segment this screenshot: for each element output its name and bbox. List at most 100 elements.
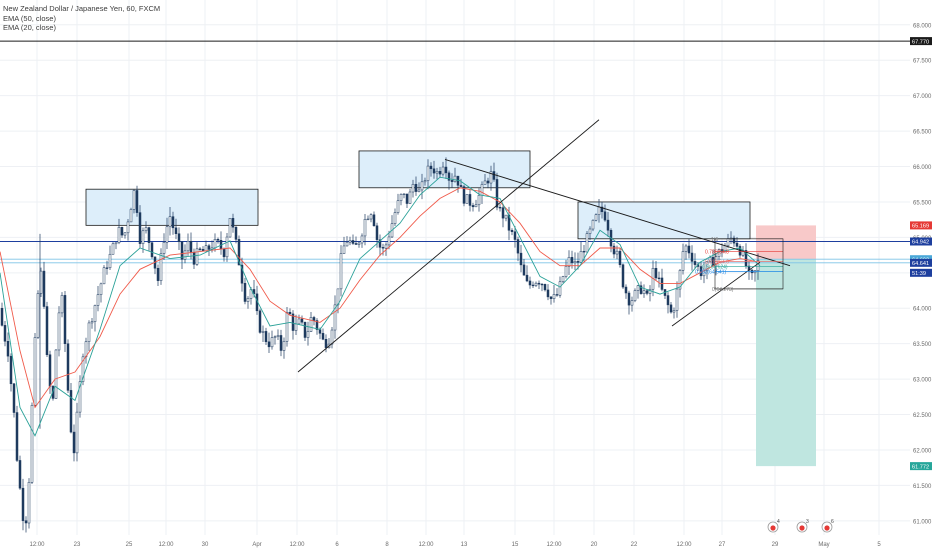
y-tick-label: 62.000 [913, 448, 932, 454]
fib-frame[interactable] [714, 238, 784, 290]
candle-body [693, 261, 697, 265]
candle-body [63, 295, 67, 344]
candle-body [675, 288, 679, 311]
candle-body [126, 221, 130, 234]
candle-body [129, 209, 133, 223]
candle-body [678, 270, 682, 290]
candle-body [513, 231, 517, 240]
candle-body [687, 245, 691, 254]
candle-body [423, 180, 427, 183]
candle-body [555, 294, 559, 296]
x-tick-label: 25 [126, 542, 133, 548]
price-tag-bg [910, 237, 932, 246]
trendlines[interactable] [297, 119, 791, 373]
supply-zone-box[interactable] [358, 150, 531, 189]
candle-body [369, 214, 373, 220]
x-tick-label: Apr [252, 542, 261, 548]
y-tick-label: 61.500 [913, 484, 932, 490]
candle-body [510, 230, 514, 232]
trendline[interactable] [297, 119, 600, 373]
candle-body [489, 171, 493, 184]
candle-body [627, 292, 631, 306]
supply-zones[interactable] [85, 150, 751, 240]
price-tag-label: 51:39 [912, 271, 926, 277]
candle-body [453, 175, 457, 182]
candle-body [222, 248, 226, 258]
candle-body [630, 300, 634, 306]
candle-body [420, 181, 424, 191]
ema50-line [0, 187, 761, 409]
candle-body [144, 227, 148, 232]
event-dot [824, 525, 830, 531]
candle-body [462, 186, 466, 204]
price-tag-label: 64.942 [912, 240, 929, 246]
candle-body [60, 295, 64, 314]
candle-body [408, 191, 412, 204]
event-marker-icon[interactable]: 3 [796, 519, 809, 533]
event-marker-icon[interactable]: 6 [821, 519, 834, 533]
candle-body [351, 240, 355, 244]
candle-body [450, 180, 454, 182]
candle-body [666, 295, 670, 306]
candle-body [438, 171, 442, 175]
candle-body [309, 317, 313, 332]
fibonacci-retracement[interactable]: 1(6 0.786(64.8 0.618(64.60.5(64.624)0.382(… [695, 237, 784, 293]
candle-body [123, 232, 127, 236]
candle-body [576, 261, 580, 263]
candle-body [732, 237, 736, 244]
candle-body [744, 250, 748, 267]
candle-body [159, 253, 163, 281]
candle-body [549, 296, 553, 299]
trendline[interactable] [671, 261, 761, 327]
fib-label: 0.618(64.6 [705, 259, 729, 265]
candle-body [396, 200, 400, 213]
x-tick-label: 12:00 [289, 542, 305, 548]
x-tick-label: 5 [877, 542, 881, 548]
candle-body [114, 242, 118, 245]
candle-body [132, 190, 136, 210]
candle-body [120, 227, 124, 236]
candle-body [3, 325, 7, 342]
candle-body [102, 267, 106, 285]
candle-body [228, 218, 232, 238]
candle-body [177, 233, 181, 243]
take-profit-zone[interactable] [756, 259, 816, 467]
x-tick-label: May [818, 542, 829, 548]
fib-label: 1(6 [711, 237, 718, 243]
candle-body [303, 321, 307, 338]
x-tick-label: 15 [512, 542, 519, 548]
y-tick-label: 66.500 [913, 130, 932, 136]
candle-body [168, 216, 172, 228]
time-axis[interactable] [0, 535, 910, 550]
candle-body [180, 241, 184, 260]
candle-body [189, 241, 193, 253]
candle-body [606, 219, 610, 231]
candle-body [81, 356, 85, 382]
price-tag-bg [910, 462, 932, 471]
chart-legend: New Zealand Dollar / Japanese Yen, 60, F… [3, 4, 160, 33]
event-markers[interactable]: 4 3 6 [767, 519, 834, 533]
candle-body [588, 228, 592, 234]
candle-body [498, 207, 502, 209]
candle-body [186, 241, 190, 252]
candle-body [504, 214, 508, 219]
candle-body [216, 239, 220, 241]
candle-body [405, 193, 409, 204]
candle-body [558, 281, 562, 296]
event-marker-icon[interactable]: 4 [767, 519, 780, 533]
supply-zone-box[interactable] [577, 201, 751, 240]
candle-body [621, 264, 625, 288]
trendline[interactable] [444, 159, 791, 267]
price-tag-label: 64.641 [912, 261, 929, 267]
candle-body [525, 274, 529, 282]
stop-loss-zone[interactable] [756, 225, 816, 260]
candle-body [24, 520, 28, 524]
candle-body [0, 307, 4, 326]
candle-body [342, 245, 346, 254]
candle-body [528, 280, 532, 286]
short-position-tool[interactable] [756, 225, 816, 467]
candlestick-series [0, 157, 760, 533]
y-tick-label: 68.000 [913, 23, 932, 29]
